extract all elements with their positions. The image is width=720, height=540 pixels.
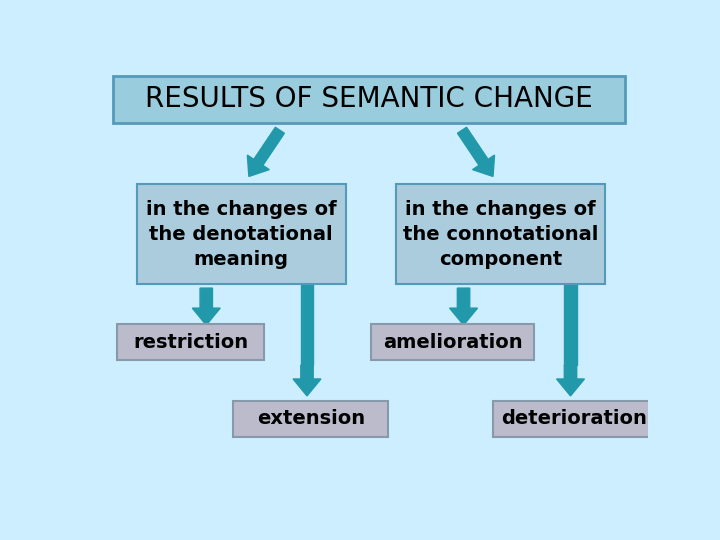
Text: amelioration: amelioration [383,333,523,352]
FancyBboxPatch shape [117,325,264,360]
Text: deterioration: deterioration [501,409,647,429]
Polygon shape [449,288,477,325]
Polygon shape [192,288,220,325]
Polygon shape [457,127,495,177]
FancyBboxPatch shape [113,76,625,123]
Text: RESULTS OF SEMANTIC CHANGE: RESULTS OF SEMANTIC CHANGE [145,85,593,113]
Polygon shape [557,365,585,396]
Polygon shape [293,365,321,396]
Text: restriction: restriction [133,333,248,352]
Bar [301,188,313,365]
Bar [564,188,577,365]
FancyBboxPatch shape [372,325,534,360]
FancyBboxPatch shape [396,184,606,284]
FancyBboxPatch shape [233,401,388,437]
FancyBboxPatch shape [137,184,346,284]
Text: extension: extension [257,409,365,429]
Text: in the changes of
the denotational
meaning: in the changes of the denotational meani… [146,200,336,269]
Text: in the changes of
the connotational
component: in the changes of the connotational comp… [403,200,598,269]
Polygon shape [248,127,284,177]
FancyBboxPatch shape [493,401,656,437]
